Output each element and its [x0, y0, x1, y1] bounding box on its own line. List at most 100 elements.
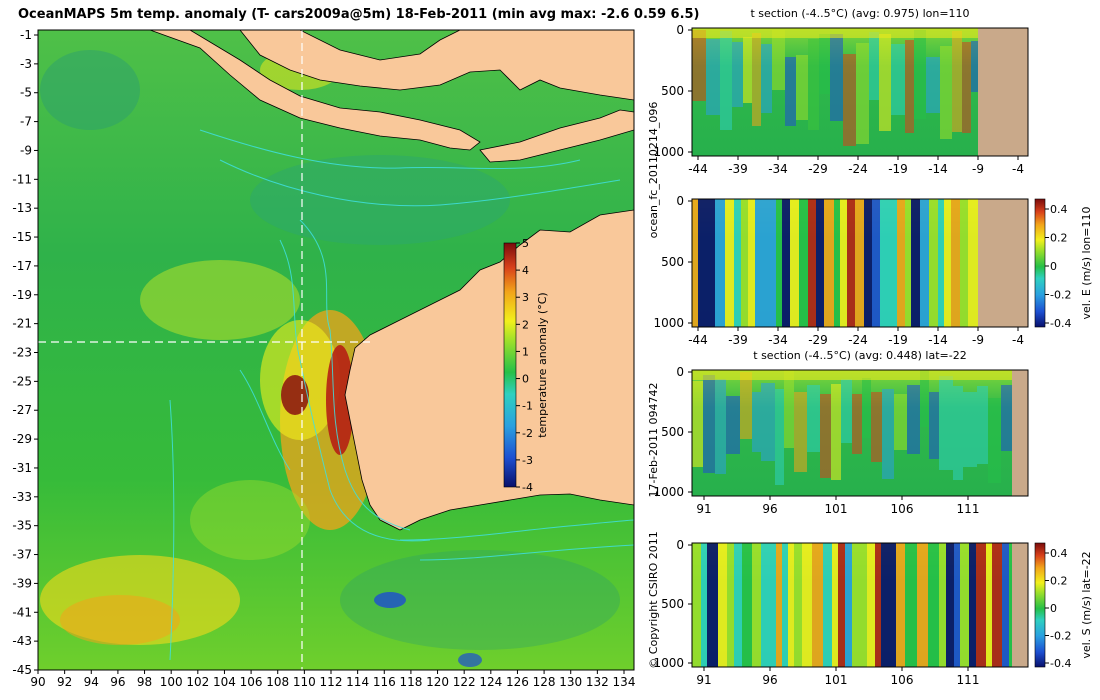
panel-stripe: [720, 31, 732, 130]
seabed-land: [978, 199, 1028, 327]
velocity-colorbar-label: vel. E (m/s) lon=110: [1080, 207, 1093, 320]
panel-stripe: [917, 543, 928, 667]
panel-title: t section (-4..5°C) (avg: 0.975) lon=110: [750, 7, 969, 20]
colorbar-tick-label: -4: [522, 481, 533, 494]
panel-stripe: [727, 543, 734, 667]
lat-tick-label: -31: [12, 461, 32, 475]
panel-stripe: [807, 385, 820, 452]
panel-stripe: [761, 383, 775, 461]
panel-x-tick-label: -34: [768, 333, 788, 347]
lat-tick-label: -33: [12, 490, 32, 504]
panel-x-tick-label: 106: [891, 673, 914, 687]
panel-stripe: [752, 33, 761, 126]
panel-stripe: [920, 370, 929, 427]
panel-stripe: [897, 199, 905, 327]
section-panel: t section (-4..5°C) (avg: 0.975) lon=110…: [653, 7, 1029, 176]
lat-tick-label: -23: [12, 346, 32, 360]
lon-tick-label: 116: [373, 675, 396, 689]
panel-stripe: [928, 543, 939, 667]
panel-x-tick-label: -29: [808, 162, 828, 176]
anomaly-patch: [190, 480, 310, 560]
land-java: [149, 30, 481, 151]
anomaly-patch: [40, 50, 140, 130]
lon-tick-label: 108: [266, 675, 289, 689]
panel-stripe: [880, 199, 889, 327]
panel-x-tick-label: -14: [928, 162, 948, 176]
panel-stripe: [881, 543, 887, 667]
panel-stripe: [1001, 385, 1012, 451]
longitude-ticks: 90 92 94 96 98 100 102 104 106 108 110 112 114 116 118…: [30, 670, 635, 689]
velocity-colorbar-label: vel. S (m/s) lat=-22: [1080, 551, 1093, 658]
panel-stripe: [743, 37, 752, 103]
panel-stripe: [845, 543, 852, 667]
lon-tick-label: 100: [160, 675, 183, 689]
lon-tick-label: 130: [559, 675, 582, 689]
panel-stripe: [905, 40, 914, 133]
panel-stripe: [831, 384, 841, 480]
panel-stripe: [929, 199, 938, 327]
panel-y-tick-label: 1000: [653, 485, 684, 499]
panel-x-tick-label: 96: [762, 673, 777, 687]
lat-tick-label: -43: [12, 634, 32, 648]
panel-stripe: [907, 385, 920, 454]
panel-stripe: [748, 199, 755, 327]
panel-stripe: [875, 543, 881, 667]
panel-stripe: [977, 386, 988, 464]
panel-stripe: [852, 543, 858, 667]
lon-tick-label: 114: [346, 675, 369, 689]
panel-stripe: [775, 389, 784, 485]
colorbar-tick-label: 0: [522, 373, 529, 386]
panel-stripe: [732, 42, 743, 107]
panel-x-tick-label: 101: [825, 502, 848, 516]
panel-stripe: [988, 398, 1001, 483]
panel-stripe: [782, 543, 788, 667]
panel-stripe: [847, 199, 855, 327]
lon-tick-label: 104: [213, 675, 236, 689]
panel-stripe: [864, 199, 872, 327]
panel-stripe: [755, 199, 766, 327]
panel-stripe: [960, 543, 969, 667]
lat-tick-label: -27: [12, 403, 32, 417]
bathymetry-contours: [169, 129, 634, 661]
panel-stripe: [879, 34, 891, 131]
panel-stripe: [992, 543, 1002, 667]
panel-stripe: [872, 199, 880, 327]
panel-stripe: [905, 543, 911, 667]
panel-stripe: [824, 199, 834, 327]
lon-tick-label: 134: [613, 675, 636, 689]
panel-y-tick-label: 500: [661, 597, 684, 611]
panel-stripe: [761, 44, 772, 113]
panel-stripe: [856, 43, 869, 144]
panel-stripe: [896, 543, 905, 667]
panel-stripe: [692, 543, 701, 667]
lon-tick-label: 92: [57, 675, 72, 689]
panel-stripe: [819, 34, 830, 94]
panel-x-tick-label: -19: [888, 162, 908, 176]
panel-stripe: [725, 199, 734, 327]
panel-stripe: [794, 543, 802, 667]
velocity-colorbar: [1034, 198, 1046, 328]
section-panel: 0 500 1000 -44 -39 -34 -29 -24 -19 -14 -9 -4 0.4 0.2 0…: [653, 194, 1093, 347]
panel-stripe: [834, 199, 840, 327]
panel-stripe: [953, 386, 963, 480]
panel-stripe: [708, 199, 715, 327]
panel-x-tick-label: -4: [1012, 162, 1024, 176]
lon-tick-label: 98: [137, 675, 152, 689]
panel-y-tick-label: 500: [661, 425, 684, 439]
velocity-colorbar-tick-label: -0.4: [1050, 657, 1071, 670]
panel-stripe: [954, 543, 960, 667]
panel-x-tick-label: -44: [688, 333, 708, 347]
panel-stripe: [812, 543, 823, 667]
latitude-ticks: -1 -3 -5 -7 -9 -11 -13 -15 -17 -19 -21 -23 -25 -27 -29…: [12, 28, 38, 677]
panel-stripe: [715, 379, 726, 474]
panel-stripe: [784, 370, 794, 448]
lat-tick-label: -15: [12, 230, 32, 244]
lon-tick-label: 90: [30, 675, 45, 689]
panel-stripe: [698, 199, 708, 327]
panel-x-tick-label: -4: [1012, 333, 1024, 347]
panel-stripe: [776, 199, 782, 327]
panel-stripe: [852, 394, 862, 454]
seabed-land: [1012, 370, 1028, 496]
panel-stripe: [887, 543, 896, 667]
